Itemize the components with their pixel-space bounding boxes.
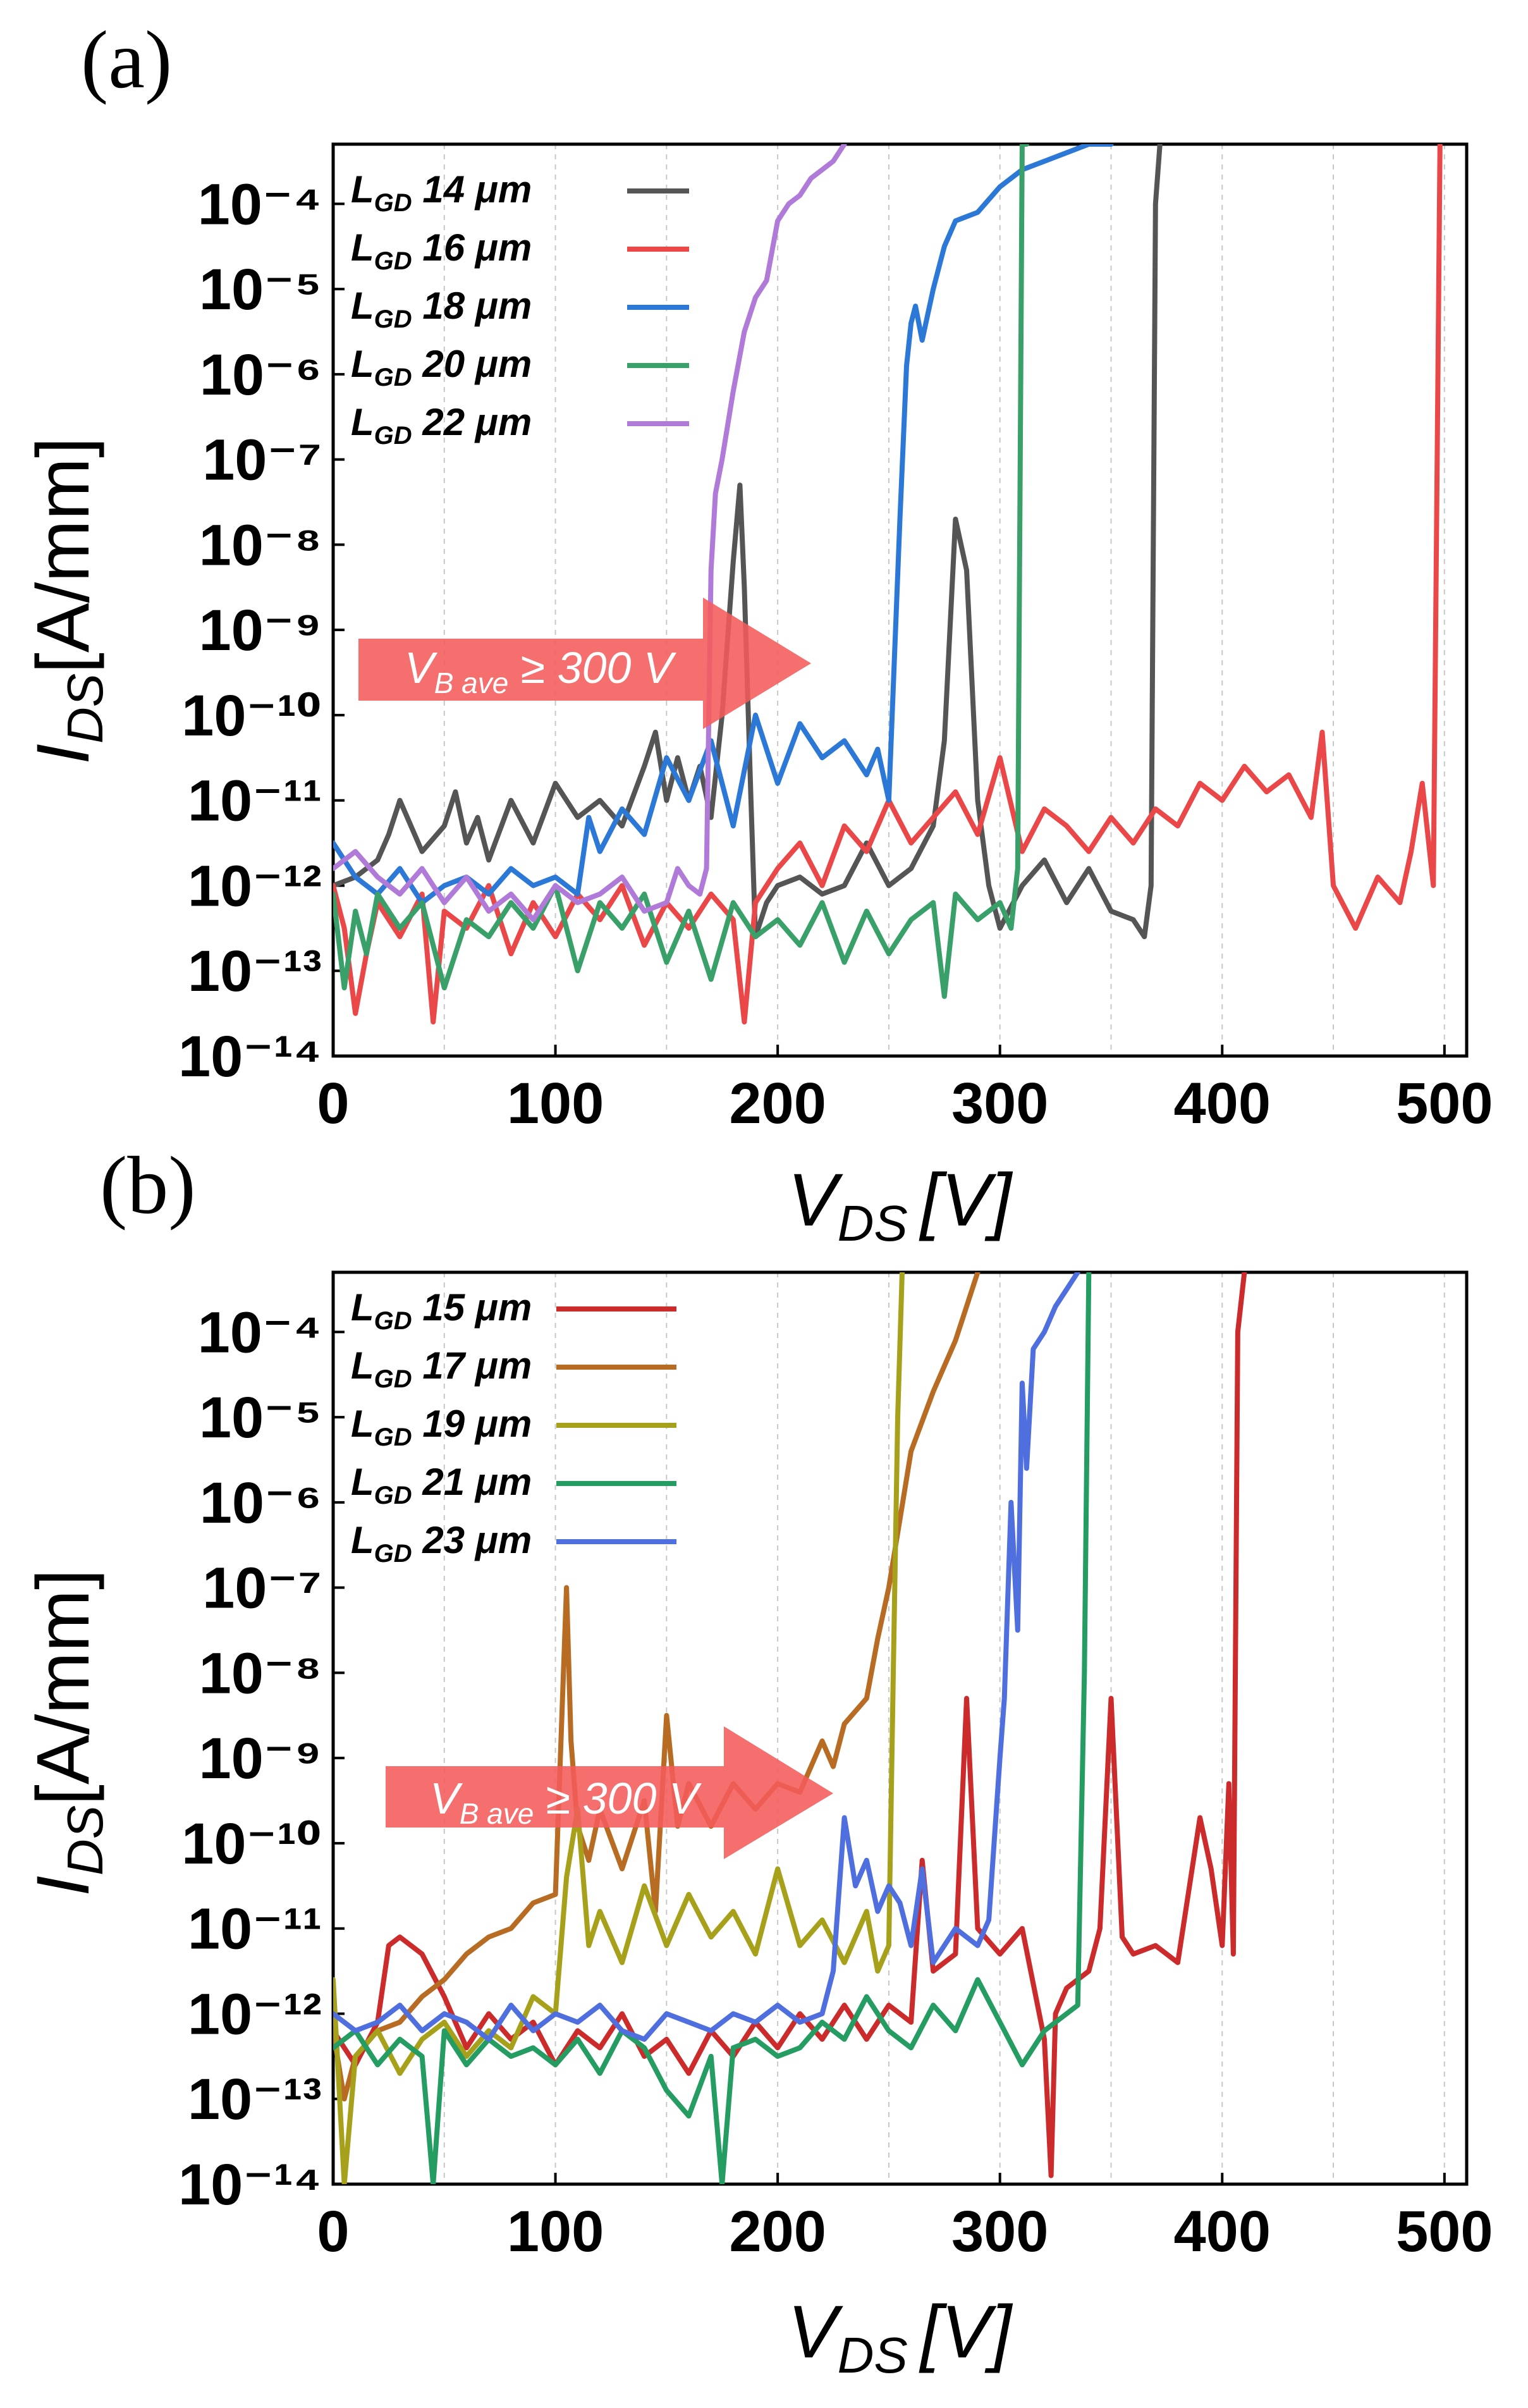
- ticks-a: 0 100 200 300 400 500 10⁻¹⁴ 10⁻¹³ 10⁻¹² 10⁻¹¹ 10⁻¹…: [178, 172, 1493, 1136]
- legend-label: LGD 23 μm: [351, 1519, 532, 1568]
- legend-label: LGD 16 μm: [351, 226, 532, 275]
- y-tick-label: 10⁻⁸: [199, 1641, 322, 1705]
- legend-b: LGD 15 μm LGD 17 μm LGD 19 μm LGD 21 μm LGD …: [351, 1286, 676, 1568]
- y-tick-label: 10⁻¹³: [188, 939, 322, 1004]
- series-line-23-μm: [333, 1272, 1080, 2042]
- y-tick-label: 10⁻¹²: [188, 854, 322, 918]
- annotation-text-b: VB ave ≥ 300 V: [430, 1774, 702, 1830]
- x-tick-label: 300: [951, 1071, 1049, 1136]
- series-line-15-μm: [333, 1272, 1247, 2178]
- legend-label: LGD 21 μm: [351, 1461, 532, 1509]
- annotation-arrow-a: VB ave ≥ 300 V: [358, 598, 811, 729]
- series-line-14-μm: [333, 144, 1163, 940]
- y-tick-label: 10⁻⁷: [202, 428, 322, 493]
- x-tick-label: 100: [507, 1071, 604, 1136]
- x-tick-label: 100: [507, 2199, 604, 2264]
- y-tick-label: 10⁻⁵: [199, 1385, 322, 1450]
- series-line-21-μm: [333, 1272, 1092, 2184]
- series-line-16-μm: [333, 144, 1443, 1025]
- legend-label: LGD 17 μm: [351, 1344, 532, 1393]
- x-tick-label: 0: [317, 1071, 349, 1136]
- y-tick-label: 10⁻⁸: [199, 513, 322, 577]
- x-tick-label: 200: [729, 1071, 826, 1136]
- legend-label: LGD 18 μm: [351, 285, 532, 333]
- series-a: [333, 144, 1443, 1025]
- grid-b: [443, 1272, 1445, 2184]
- panel-label-a: (a): [81, 15, 172, 106]
- y-tick-label: 10⁻¹⁴: [178, 1024, 322, 1089]
- y-tick-label: 10⁻¹⁰: [181, 684, 322, 748]
- ticks-b: 0 100 200 300 400 500 10⁻¹⁴ 10⁻¹³ 10⁻¹² 10⁻¹¹ 10⁻¹…: [178, 1300, 1493, 2264]
- grid-a: [443, 144, 1445, 1056]
- x-tick-label: 300: [951, 2199, 1049, 2264]
- legend-label: LGD 20 μm: [351, 343, 532, 391]
- y-tick-label: 10⁻⁷: [202, 1556, 322, 1621]
- series-line-20-μm: [333, 144, 1029, 999]
- y-tick-label: 10⁻¹³: [188, 2067, 322, 2132]
- series-line-18-μm: [333, 144, 1114, 906]
- panel-a: (a) 0 100 200 300 400 500 10⁻¹⁴ 10⁻¹³ 10⁻¹² 10⁻¹¹…: [21, 15, 1493, 1251]
- legend-label: LGD 14 μm: [351, 168, 532, 217]
- y-tick-label: 10⁻¹¹: [188, 769, 322, 833]
- y-tick-label: 10⁻¹⁴: [178, 2153, 322, 2217]
- y-tick-label: 10⁻⁵: [199, 257, 322, 322]
- y-tick-label: 10⁻⁹: [199, 1726, 322, 1791]
- x-axis-title-b: VDS [V]: [788, 2290, 1013, 2383]
- legend-label: LGD 15 μm: [351, 1286, 532, 1335]
- legend-label: LGD 19 μm: [351, 1403, 532, 1451]
- y-axis-title-a: IDS[A/mm]: [21, 437, 113, 765]
- y-tick-label: 10⁻⁴: [198, 172, 322, 236]
- y-tick-label: 10⁻⁶: [200, 343, 322, 407]
- x-axis-title-a: VDS [V]: [788, 1158, 1013, 1251]
- x-tick-label: 400: [1174, 2199, 1271, 2264]
- series-line-19-μm: [333, 1272, 905, 2184]
- y-tick-label: 10⁻¹²: [188, 1982, 322, 2046]
- panel-label-b: (b): [100, 1140, 196, 1231]
- plot-area-a: [331, 142, 1469, 1058]
- legend-label: LGD 22 μm: [351, 401, 532, 450]
- x-tick-label: 0: [317, 2199, 349, 2264]
- panel-b: (b) 0 100 200 300 400 500 10⁻¹⁴ 10⁻¹³ 10⁻¹² 10⁻¹¹…: [21, 1140, 1493, 2383]
- y-tick-label: 10⁻⁴: [198, 1300, 322, 1365]
- series-line-17-μm: [333, 1272, 981, 2102]
- y-tick-label: 10⁻⁹: [199, 598, 322, 663]
- x-tick-label: 500: [1396, 1071, 1493, 1136]
- annotation-arrow-b: VB ave ≥ 300 V: [386, 1726, 833, 1859]
- x-tick-label: 500: [1396, 2199, 1493, 2264]
- x-tick-label: 400: [1174, 1071, 1271, 1136]
- y-axis-title-b: IDS[A/mm]: [21, 1569, 113, 1896]
- x-tick-label: 200: [729, 2199, 826, 2264]
- y-tick-label: 10⁻⁶: [200, 1471, 322, 1535]
- legend-a: LGD 14 μm LGD 16 μm LGD 18 μm LGD 20 μm LGD …: [351, 168, 689, 450]
- annotation-text-a: VB ave ≥ 300 V: [405, 643, 677, 699]
- y-tick-label: 10⁻¹⁰: [181, 1812, 322, 1876]
- y-tick-label: 10⁻¹¹: [188, 1897, 322, 1962]
- series-line-22-μm: [333, 144, 847, 923]
